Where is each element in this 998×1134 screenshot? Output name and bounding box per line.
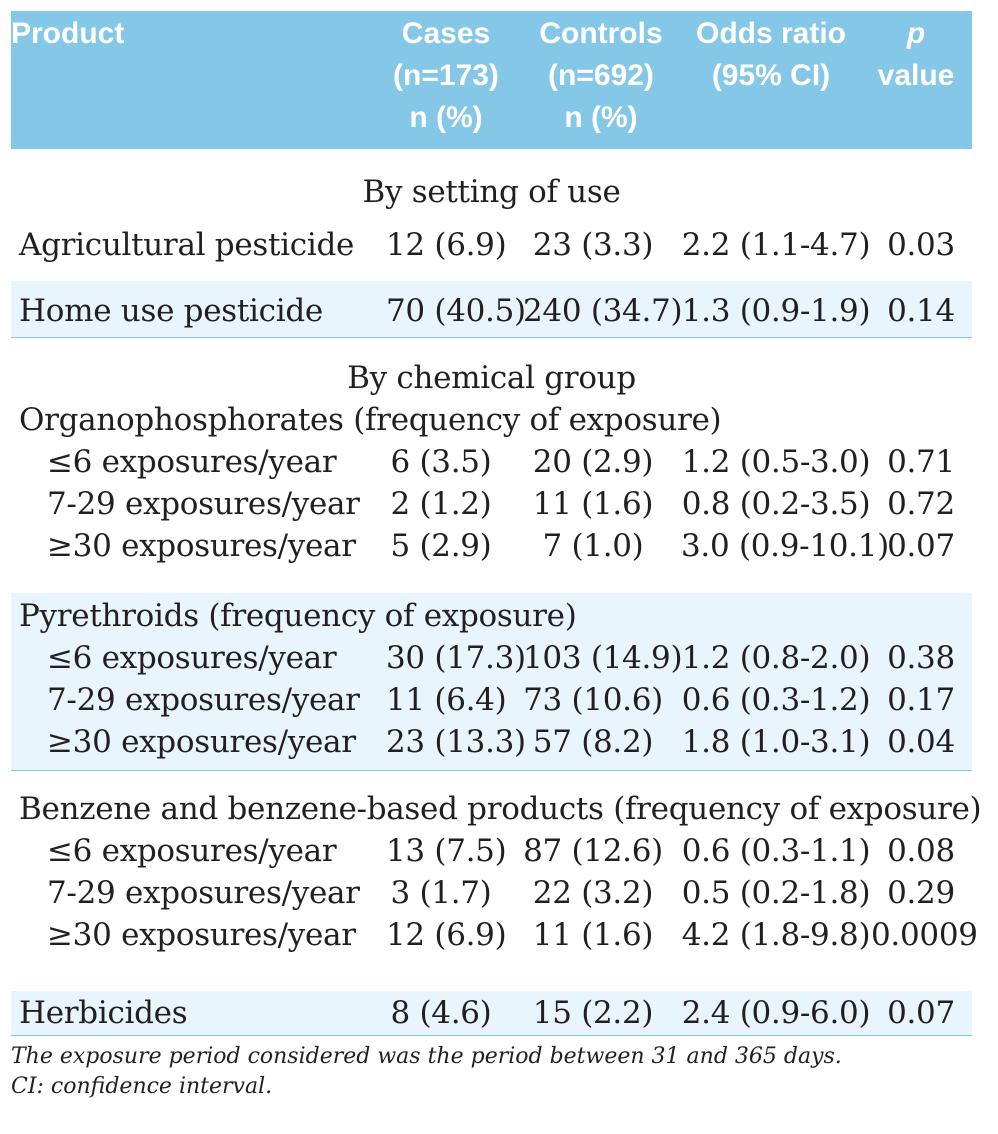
group-title: Pyrethroids (frequency of exposure)	[19, 598, 577, 634]
table-row: Home use pesticide 70 (40.5) 240 (34.7) …	[19, 293, 955, 329]
table-row: ≤6 exposures/year 30 (17.3) 103 (14.9) 1…	[47, 640, 955, 676]
table-footnote: The exposure period considered was the p…	[11, 1044, 842, 1099]
odds-ratio-table: Product Cases (n=173) n (%) Controls (n=692…	[11, 11, 982, 1036]
table-row: ≤6 exposures/year 6 (3.5) 20 (2.9) 1.2 (…	[47, 444, 955, 480]
table-row: ≤6 exposures/year 13 (7.5) 87 (12.6) 0.6…	[47, 833, 955, 869]
table-header: Product Cases (n=173) n (%) Controls (n=692…	[11, 11, 972, 149]
group-title: Organophosphorates (frequency of exposur…	[19, 402, 722, 438]
table-row: 7-29 exposures/year 2 (1.2) 11 (1.6) 0.8…	[47, 486, 955, 522]
table-row: ≥30 exposures/year 12 (6.9) 11 (1.6) 4.2…	[47, 917, 978, 953]
group-title: Benzene and benzene-based products (freq…	[19, 791, 982, 827]
header-controls: Controls (n=692) n (%)	[539, 17, 663, 134]
section-heading: By chemical group	[347, 360, 636, 396]
header-cases: Cases (n=173) n (%)	[393, 17, 499, 134]
table-row: Herbicides 8 (4.6) 15 (2.2) 2.4 (0.9-6.0…	[19, 995, 955, 1031]
header-odds-ratio: Odds ratio (95% CI)	[695, 17, 846, 92]
table-row: ≥30 exposures/year 23 (13.3) 57 (8.2) 1.…	[47, 724, 955, 760]
header-p-value: p value	[877, 17, 955, 92]
section-heading: By setting of use	[362, 174, 621, 210]
table-row: 7-29 exposures/year 3 (1.7) 22 (3.2) 0.5…	[47, 875, 955, 911]
table-row: 7-29 exposures/year 11 (6.4) 73 (10.6) 0…	[47, 682, 955, 718]
header-product: Product	[11, 17, 125, 50]
table-row: ≥30 exposures/year 5 (2.9) 7 (1.0) 3.0 (…	[47, 528, 955, 564]
table-row: Agricultural pesticide 12 (6.9) 23 (3.3)…	[19, 227, 955, 263]
